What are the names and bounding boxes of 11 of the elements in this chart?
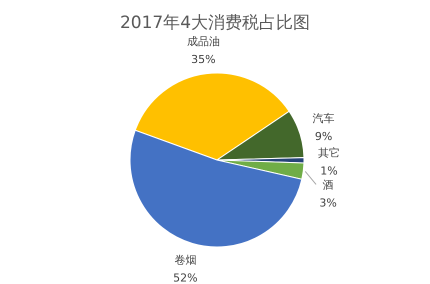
slice-label: 酒 xyxy=(322,178,334,192)
slice-label: 成品油 xyxy=(186,34,220,48)
data-label: 1% xyxy=(320,164,338,178)
slice-label: 其它 xyxy=(318,146,340,160)
data-label: 35% xyxy=(191,52,216,66)
data-label: 9% xyxy=(314,130,332,143)
data-label: 3% xyxy=(319,196,337,210)
slice-label: 卷烟 xyxy=(174,253,196,266)
data-label: 52% xyxy=(173,271,198,284)
slice-label: 汽车 xyxy=(312,112,335,125)
chart-title: 2017年4大消费税占比图 xyxy=(120,13,310,33)
